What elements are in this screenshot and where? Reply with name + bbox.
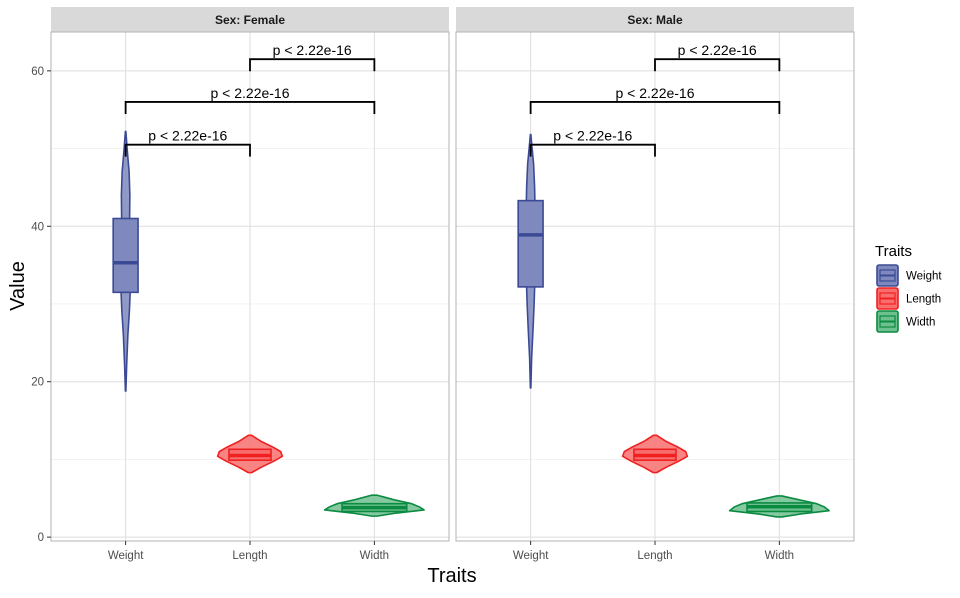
violin-width [323, 494, 425, 517]
panel-sex-female: Sex: Female p < 2.22e-16 p < 2.22e-16 p < 2… [50, 7, 450, 562]
x-tick-label: Width [765, 550, 794, 562]
x-axis-title: Traits [427, 565, 476, 587]
x-tick-label: Length [637, 550, 672, 562]
comparison-bracket: p < 2.22e-16 [529, 128, 656, 157]
p-value-label: p < 2.22e-16 [210, 85, 289, 101]
box [112, 217, 139, 294]
comparison-bracket: p < 2.22e-16 [124, 128, 251, 157]
x-tick-label: Length [232, 550, 267, 562]
legend: Traits Weight Length Width [875, 243, 942, 333]
violin-length [621, 434, 689, 474]
bracket-line [529, 101, 781, 114]
strip-label: Sex: Male [627, 13, 683, 27]
x-tick-label: Width [360, 550, 389, 562]
comparison-bracket: p < 2.22e-16 [654, 42, 781, 72]
p-value-label: p < 2.22e-16 [273, 42, 352, 58]
legend-item-width: Width [876, 310, 935, 333]
comparison-bracket: p < 2.22e-16 [124, 85, 376, 114]
y-axis-title: Value [7, 261, 29, 311]
legend-item-length: Length [876, 287, 941, 310]
p-value-label: p < 2.22e-16 [148, 128, 227, 144]
comparison-bracket: p < 2.22e-16 [249, 42, 376, 72]
y-tick-label: 0 [38, 532, 44, 544]
legend-title: Traits [875, 243, 912, 260]
legend-item-weight: Weight [876, 264, 942, 287]
bracket-line [124, 101, 376, 114]
violin-weight [112, 130, 139, 392]
legend-label: Width [906, 317, 935, 329]
p-value-label: p < 2.22e-16 [615, 85, 694, 101]
strip-background [51, 7, 449, 32]
bracket-line [529, 143, 656, 157]
x-tick-label: Weight [513, 550, 549, 562]
y-tick-label: 40 [31, 221, 44, 233]
violin-width [728, 495, 830, 518]
bracket-line [249, 58, 376, 72]
box [517, 199, 544, 288]
y-tick-label: 20 [31, 377, 44, 389]
bracket-line [124, 143, 251, 157]
legend-label: Weight [906, 271, 942, 283]
strip-background [456, 7, 854, 32]
strip-label: Sex: Female [215, 13, 285, 27]
violin-weight [517, 133, 544, 389]
legend-label: Length [906, 294, 941, 306]
comparison-bracket: p < 2.22e-16 [529, 85, 781, 114]
panel-sex-male: Sex: Male p < 2.22e-16 p < 2.22e-16 p < 2.2… [455, 7, 855, 562]
bracket-line [654, 58, 781, 72]
p-value-label: p < 2.22e-16 [678, 42, 757, 58]
p-value-label: p < 2.22e-16 [553, 128, 632, 144]
x-tick-label: Weight [108, 550, 144, 562]
y-tick-label: 60 [31, 66, 44, 78]
violin-length [216, 434, 284, 474]
